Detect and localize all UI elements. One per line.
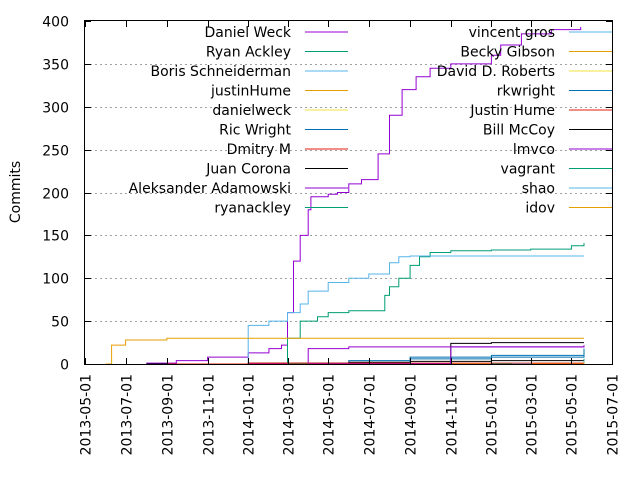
legend-label: Daniel Weck [204,25,291,41]
y-tick-label: 100 [42,272,69,288]
plot-frame [84,20,613,365]
legend-label: Justin Hume [469,103,555,119]
series-line-2 [216,255,584,365]
y-tick-label: 150 [42,229,69,245]
y-tick-label: 200 [42,187,69,203]
legend-label: David D. Roberts [437,64,555,80]
x-tick-label: 2014-07-01 [363,374,379,455]
y-tick-label: 400 [42,15,69,31]
legend-label: lmvco [513,142,555,158]
x-tick-label: 2013-07-01 [120,374,136,455]
series-line-0 [146,27,582,364]
y-tick-label: 50 [51,315,69,331]
legend-label: danielweck [212,103,291,119]
legend-label: Becky Gibson [460,45,555,61]
x-tick-label: 2014-09-01 [404,374,420,455]
x-tick-label: 2014-03-01 [282,374,298,455]
x-tick-label: 2014-01-01 [242,374,258,455]
legend-label: Bill McCoy [483,123,555,139]
legend-label: rkwright [497,84,556,100]
y-tick-label: 250 [42,144,69,160]
x-tick-label: 2014-11-01 [445,374,461,455]
x-tick-label: 2015-01-01 [485,374,501,455]
y-tick-label: 350 [42,58,69,74]
legend-label: shao [522,181,555,197]
x-tick-label: 2013-05-01 [79,374,95,455]
legend-label: vincent gros [469,25,555,41]
legend: Daniel Weck Ryan Ackley Boris Schneiderman… [129,25,612,217]
x-tick-label: 2015-05-01 [565,374,581,455]
y-tick-label: 0 [60,358,69,374]
legend-label: vagrant [501,162,556,178]
legend-label: Aleksander Adamowski [129,181,291,197]
x-axis: 2013-05-01 2013-07-01 2013-09-01 2013-11-01… [79,21,622,455]
legend-label: Dmitry M [227,142,291,158]
legend-label: ryanackley [214,201,291,217]
y-axis-label: Commits [8,161,24,223]
series-line-5 [268,352,585,365]
x-tick-label: 2015-03-01 [525,374,541,455]
legend-label: Juan Corona [205,162,291,178]
x-tick-label: 2013-09-01 [161,374,177,455]
legend-label: Boris Schneiderman [151,64,292,80]
legend-label: Ric Wright [219,123,291,139]
y-tick-label: 300 [42,101,69,117]
x-tick-label: 2015-07-01 [606,374,622,455]
legend-label: justinHume [210,84,291,100]
x-tick-label: 2014-05-01 [322,374,338,455]
legend-label: idov [525,201,555,217]
legend-label: Ryan Ackley [206,45,291,61]
series-line-1 [278,243,585,365]
series-line-3 [105,337,584,365]
y-axis: 0 50 100 150 200 250 300 350 400 [42,15,612,374]
x-tick-label: 2013-11-01 [202,374,218,455]
